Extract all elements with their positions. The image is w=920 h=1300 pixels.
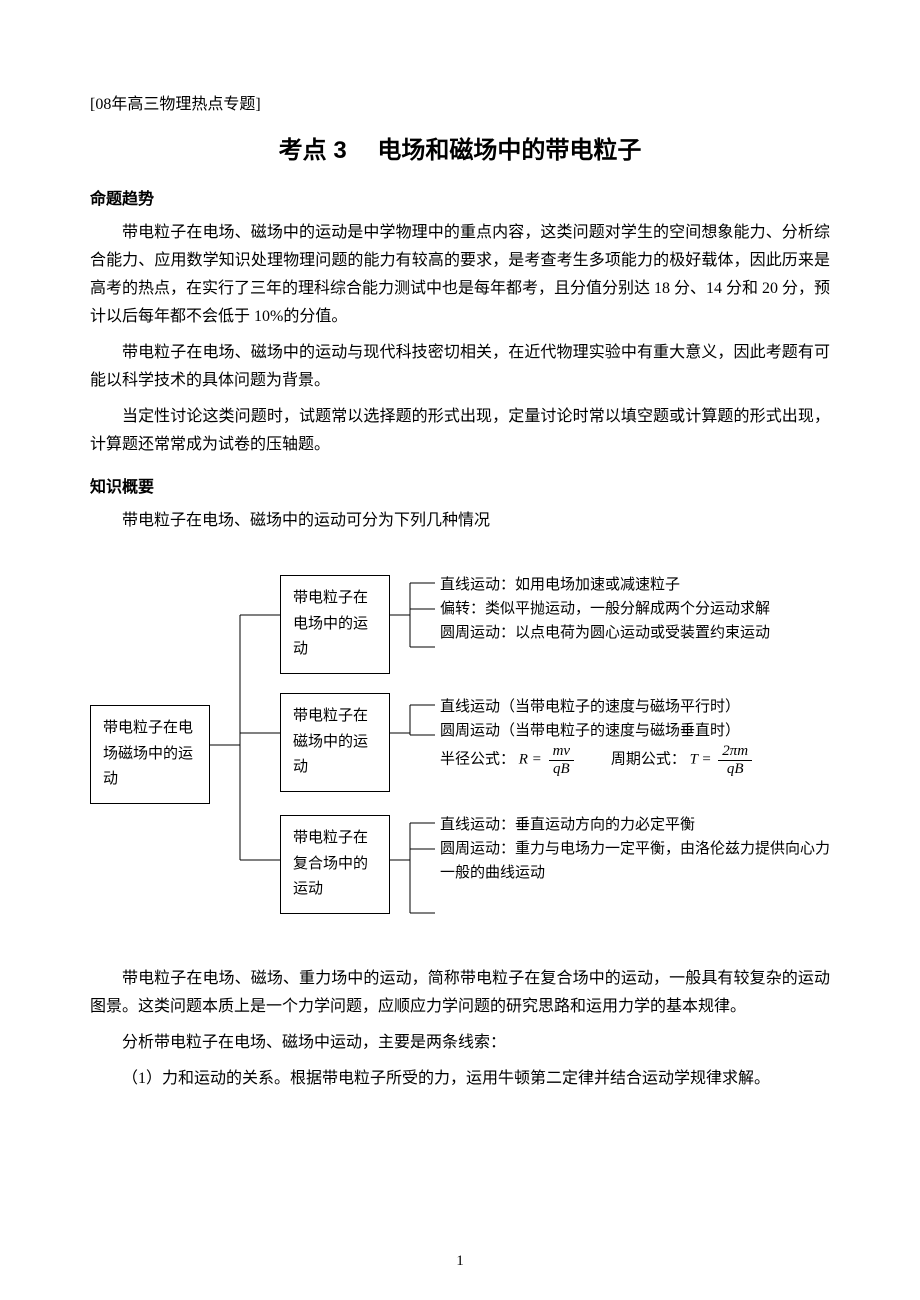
period-fraction: 2πm qB [718,743,752,777]
trend-paragraph-2: 带电粒子在电场、磁场中的运动与现代科技密切相关，在近代物理实验中有重大意义，因此… [90,339,830,395]
diagram-leaf-combined: 直线运动：垂直运动方向的力必定平衡 圆周运动：重力与电场力一定平衡，由洛伦兹力提… [440,813,830,885]
period-numerator: 2πm [718,743,752,761]
leaf-combined-line2: 圆周运动：重力与电场力一定平衡，由洛伦兹力提供向心力 [440,837,830,861]
leaf-combined-line3: 一般的曲线运动 [440,861,830,885]
leaf-combined-line1: 直线运动：垂直运动方向的力必定平衡 [440,813,830,837]
radius-eq: R = [519,751,542,767]
overview-intro: 带电粒子在电场、磁场中的运动可分为下列几种情况 [90,507,830,535]
diagram-mid-magnetic: 带电粒子在磁场中的运动 [280,693,390,792]
leaf-magnetic-line1: 直线运动（当带电粒子的速度与磁场平行时） [440,695,830,719]
leaf-electric-line1: 直线运动：如用电场加速或减速粒子 [440,573,830,597]
period-denominator: qB [718,761,752,778]
period-formula-label: 周期公式： [581,751,686,767]
trend-paragraph-1: 带电粒子在电场、磁场中的运动是中学物理中的重点内容，这类问题对学生的空间想象能力… [90,219,830,331]
overview-paragraph-2: 分析带电粒子在电场、磁场中运动，主要是两条线索： [90,1029,830,1057]
page-title: 考点 3 电场和磁场中的带电粒子 [90,130,830,165]
leaf-magnetic-formula: 半径公式： R = mv qB 周期公式： T = 2πm qB [440,743,830,777]
header-note: [08年高三物理热点专题] [90,90,830,114]
diagram-mid-electric: 带电粒子在电场中的运动 [280,575,390,674]
page: [08年高三物理热点专题] 考点 3 电场和磁场中的带电粒子 命题趋势 带电粒子… [0,0,920,1300]
radius-numerator: mv [549,743,575,761]
section-heading-trend: 命题趋势 [90,185,830,209]
radius-fraction: mv qB [549,743,575,777]
diagram-leaf-electric: 直线运动：如用电场加速或减速粒子 偏转：类似平抛运动，一般分解成两个分运动求解 … [440,573,830,645]
leaf-electric-line3: 圆周运动：以点电荷为圆心运动或受装置约束运动 [440,621,830,645]
overview-paragraph-1: 带电粒子在电场、磁场、重力场中的运动，简称带电粒子在复合场中的运动，一般具有较复… [90,965,830,1021]
diagram-leaf-magnetic: 直线运动（当带电粒子的速度与磁场平行时） 圆周运动（当带电粒子的速度与磁场垂直时… [440,695,830,777]
diagram-mid-combined: 带电粒子在复合场中的运动 [280,815,390,914]
radius-formula-label: 半径公式： [440,751,515,767]
classification-diagram: 带电粒子在电场磁场中的运动 带电粒子在电场中的运动 带电粒子在磁场中的运动 带电… [90,565,830,945]
diagram-root-box: 带电粒子在电场磁场中的运动 [90,705,210,804]
trend-paragraph-3: 当定性讨论这类问题时，试题常以选择题的形式出现，定量讨论时常以填空题或计算题的形… [90,403,830,459]
period-eq: T = [690,751,712,767]
page-number: 1 [0,1253,920,1270]
section-heading-overview: 知识概要 [90,473,830,497]
radius-denominator: qB [549,761,575,778]
leaf-electric-line2: 偏转：类似平抛运动，一般分解成两个分运动求解 [440,597,830,621]
overview-paragraph-3: （1）力和运动的关系。根据带电粒子所受的力，运用牛顿第二定律并结合运动学规律求解… [90,1065,830,1093]
leaf-magnetic-line2: 圆周运动（当带电粒子的速度与磁场垂直时） [440,719,830,743]
